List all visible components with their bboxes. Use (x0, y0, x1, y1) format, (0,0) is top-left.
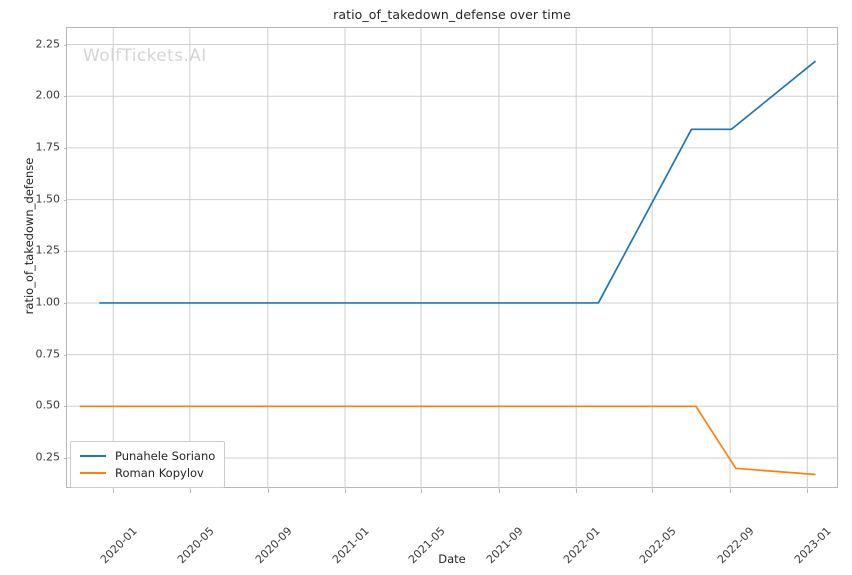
legend-item[interactable]: Roman Kopylov (80, 464, 215, 481)
y-tick-label: 1.50 (35, 192, 61, 206)
series-line-1 (99, 60, 817, 304)
y-tick-label: 1.75 (35, 140, 61, 154)
y-tick-label: 0.75 (35, 347, 61, 361)
y-tick-label: 2.25 (35, 37, 61, 51)
x-tick-mark (807, 489, 809, 493)
y-tick-mark (63, 354, 67, 356)
y-tick-label: 1.00 (35, 295, 61, 309)
y-tick-mark (63, 406, 67, 408)
y-axis-label: ratio_of_takedown_defense (22, 157, 36, 315)
legend-color-swatch (80, 471, 106, 474)
legend-color-swatch (80, 454, 106, 457)
y-tick-mark (63, 302, 67, 304)
y-tick-mark (63, 251, 67, 253)
x-tick-mark (421, 489, 423, 493)
chart-title: ratio_of_takedown_defense over time (333, 7, 571, 22)
y-tick-mark (63, 199, 67, 201)
x-tick-mark (267, 489, 269, 493)
x-tick-mark (498, 489, 500, 493)
x-tick-mark (652, 489, 654, 493)
y-tick-label: 2.00 (35, 88, 61, 102)
y-tick-label: 0.50 (35, 398, 61, 412)
x-axis-label: Date (438, 552, 466, 566)
x-tick-mark (113, 489, 115, 493)
y-tick-mark (63, 147, 67, 149)
y-tick-label: 1.25 (35, 243, 61, 257)
x-tick-mark (576, 489, 578, 493)
y-axis-tick-labels: 0.25 0.50 0.75 1.00 1.25 1.50 1.75 2.00 2.25 (0, 27, 61, 488)
legend-item[interactable]: Punahele Soriano (80, 447, 215, 464)
y-tick-mark (63, 96, 67, 98)
legend-label: Roman Kopylov (115, 465, 204, 480)
x-axis-tick-labels: 2020-01 2020-05 2020-09 2021-01 2021-05 2021-… (0, 492, 852, 567)
x-tick-mark (189, 489, 191, 493)
plot-area: WolfTickets.AI (63, 27, 839, 493)
y-tick-mark (63, 457, 67, 459)
y-tick-label: 0.25 (35, 450, 61, 464)
series-lines (79, 60, 817, 476)
series-line-2 (79, 405, 816, 476)
chart-legend: Punahele Soriano Roman Kopylov (70, 441, 226, 488)
x-tick-mark (345, 489, 347, 493)
x-tick-mark (730, 489, 732, 493)
watermark-label: WolfTickets.AI (83, 46, 207, 66)
y-tick-mark (63, 44, 67, 46)
legend-label: Punahele Soriano (115, 448, 216, 463)
